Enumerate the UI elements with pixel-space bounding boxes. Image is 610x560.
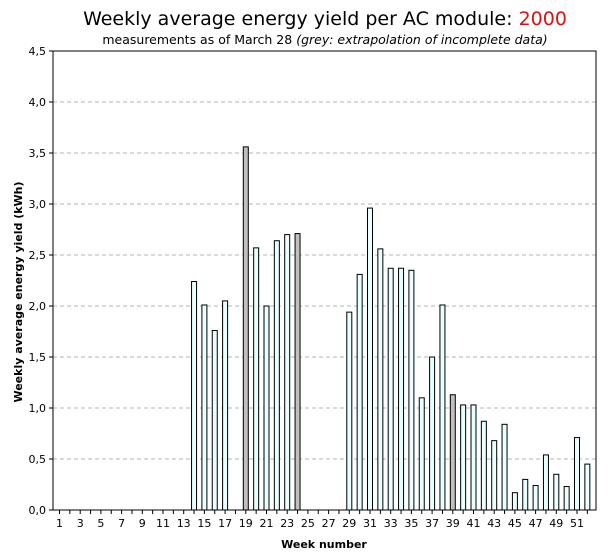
- bar: [553, 473, 560, 511]
- y-tick-label: 4,5: [29, 45, 47, 58]
- y-tick-label: 3,0: [29, 198, 47, 211]
- bar: [439, 304, 446, 511]
- x-tick-label: 17: [218, 517, 232, 530]
- bar: [501, 423, 508, 511]
- y-tick-label: 3,5: [29, 147, 47, 160]
- bar: [253, 247, 260, 511]
- x-axis-label: Week number: [281, 538, 367, 551]
- y-tick-label: 2,5: [29, 249, 47, 262]
- x-tick-label: 23: [280, 517, 294, 530]
- x-tick-label: 27: [322, 517, 336, 530]
- x-tick-label: 45: [508, 517, 522, 530]
- bar: [429, 356, 436, 511]
- bar: [584, 463, 591, 511]
- x-axis-ticks: 1 3 5 7 9 11 13 15 17 19 21 23 25 27 29 31 33 35 37 39 41 43 4…: [56, 510, 588, 530]
- bar: [563, 486, 570, 511]
- x-tick-label: 5: [97, 517, 104, 530]
- bar-extrapolated: [242, 146, 249, 511]
- x-tick-label: 9: [139, 517, 146, 530]
- x-tick-label: 11: [156, 517, 170, 530]
- x-tick-label: 37: [425, 517, 439, 530]
- bar: [377, 248, 384, 511]
- y-axis-label: Weekly average energy yield (kWh): [12, 181, 25, 402]
- chart-title-year: 2000: [518, 8, 567, 30]
- y-axis-ticks: 0,0 0,5 1,0 1,5 2,0 2,5 3,0 3,5 4,0 4,5: [29, 45, 53, 517]
- bar: [522, 478, 529, 511]
- x-tick-label: 13: [177, 517, 191, 530]
- bar: [346, 311, 353, 511]
- gridlines: [53, 101, 596, 460]
- x-tick-label: 21: [260, 517, 274, 530]
- chart-subtitle: measurements as of March 28 (grey: extra…: [0, 32, 610, 47]
- bar: [574, 437, 580, 511]
- bar: [222, 300, 229, 511]
- x-tick-label: 39: [446, 517, 460, 530]
- bar: [387, 267, 394, 511]
- bar: [511, 492, 518, 511]
- y-tick-label: 0,0: [29, 504, 47, 517]
- x-tick-label: 19: [239, 517, 253, 530]
- y-tick-label: 1,5: [29, 351, 47, 364]
- x-tick-label: 47: [529, 517, 543, 530]
- bar-extrapolated: [449, 394, 456, 511]
- bar: [460, 404, 467, 511]
- chart-subtitle-note: (grey: extrapolation of incomplete data): [296, 32, 548, 47]
- x-tick-label: 49: [549, 517, 563, 530]
- x-tick-label: 29: [342, 517, 356, 530]
- y-tick-label: 1,0: [29, 402, 47, 415]
- bar: [284, 234, 291, 511]
- x-tick-label: 35: [404, 517, 418, 530]
- bar: [263, 305, 270, 511]
- x-tick-label: 31: [363, 517, 377, 530]
- bar-extrapolated: [294, 233, 301, 511]
- bar: [211, 329, 218, 511]
- x-tick-label: 43: [487, 517, 501, 530]
- y-tick-label: 0,5: [29, 453, 47, 466]
- x-tick-label: 33: [384, 517, 398, 530]
- bar: [532, 485, 539, 511]
- chart-title-text: Weekly average energy yield per AC modul…: [83, 8, 519, 30]
- bar: [356, 273, 363, 511]
- bar: [480, 420, 487, 511]
- x-tick-label: 25: [301, 517, 315, 530]
- y-tick-label: 4,0: [29, 96, 47, 109]
- bar: [201, 304, 208, 511]
- bar: [418, 397, 425, 511]
- bar: [191, 281, 198, 511]
- x-tick-label: 7: [118, 517, 125, 530]
- bar: [470, 404, 477, 511]
- x-tick-label: 41: [467, 517, 481, 530]
- bar: [367, 207, 373, 511]
- chart-title: Weekly average energy yield per AC modul…: [0, 8, 610, 30]
- bars: [191, 146, 591, 511]
- chart-subtitle-text: measurements as of March 28: [102, 32, 297, 47]
- x-tick-label: 1: [56, 517, 63, 530]
- y-tick-label: 2,0: [29, 300, 47, 313]
- bar: [491, 440, 498, 511]
- x-tick-label: 3: [77, 517, 84, 530]
- x-tick-label: 51: [570, 517, 584, 530]
- bar: [273, 240, 280, 511]
- bar: [408, 269, 415, 511]
- x-tick-label: 15: [197, 517, 211, 530]
- bar: [398, 267, 405, 511]
- bar: [542, 454, 549, 511]
- plot-frame: [52, 50, 597, 511]
